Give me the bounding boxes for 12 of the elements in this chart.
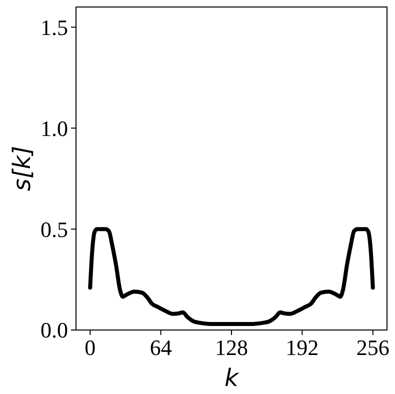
y-tick-label: 1.0 xyxy=(40,116,68,141)
y-tick-label: 0.5 xyxy=(40,216,68,242)
x-tick-label: 64 xyxy=(150,335,172,360)
y-tick-label: 1.5 xyxy=(40,14,68,40)
x-tick-label: 192 xyxy=(286,335,319,360)
line-series xyxy=(88,227,375,326)
y-axis-title: s[k] xyxy=(8,146,36,192)
x-tick-label: 256 xyxy=(356,335,390,360)
x-tick-label: 0 xyxy=(84,335,96,360)
x-tick-label: 128 xyxy=(215,335,248,360)
y-tick-label: 0.0 xyxy=(40,318,68,343)
x-axis-title: k xyxy=(224,364,240,392)
